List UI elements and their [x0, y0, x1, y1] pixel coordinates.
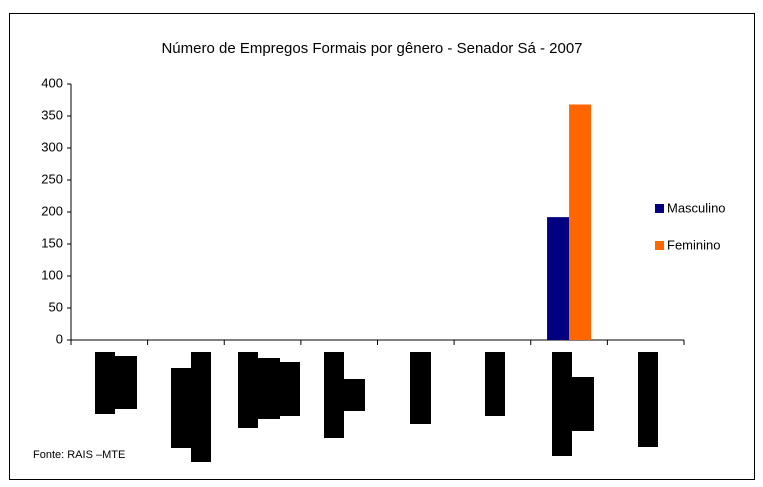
- legend-swatch: [655, 204, 664, 213]
- legend-label: Masculino: [667, 200, 726, 215]
- illegible-labels: [95, 352, 658, 462]
- source-note: Fonte: RAIS –MTE: [33, 449, 125, 461]
- y-tick-label: 400: [41, 75, 63, 90]
- legend-swatch: [655, 241, 664, 250]
- bar: [569, 104, 592, 340]
- bar: [547, 217, 570, 340]
- y-tick-label: 300: [41, 139, 63, 154]
- y-tick-label: 100: [41, 267, 63, 282]
- y-tick-label: 150: [41, 235, 63, 250]
- legend-label: Feminino: [667, 237, 720, 252]
- chart-title: Número de Empregos Formais por gênero - …: [161, 40, 582, 57]
- y-tick-label: 350: [41, 107, 63, 122]
- y-tick-label: 250: [41, 171, 63, 186]
- y-tick-label: 50: [49, 299, 63, 314]
- y-tick-label: 0: [56, 331, 63, 346]
- y-tick-label: 200: [41, 203, 63, 218]
